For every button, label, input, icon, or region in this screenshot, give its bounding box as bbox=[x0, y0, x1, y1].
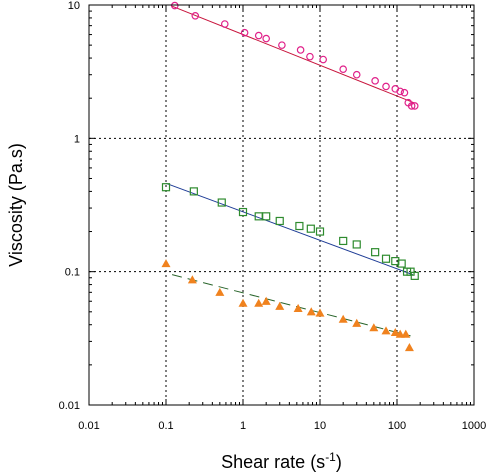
data-point-series-2 bbox=[262, 212, 271, 221]
data-point-series-1 bbox=[352, 70, 361, 79]
data-point-series-1 bbox=[319, 55, 327, 64]
data-point-series-3 bbox=[306, 307, 316, 316]
grid-lines bbox=[89, 5, 474, 405]
fit-line-series-1 bbox=[171, 5, 414, 104]
data-point-series-2 bbox=[315, 227, 325, 236]
data-point-series-3 bbox=[238, 298, 248, 307]
data-point-series-2 bbox=[352, 240, 361, 249]
data-point-series-1 bbox=[254, 31, 263, 40]
x-tick-label: 100 bbox=[388, 420, 406, 432]
data-point-series-2 bbox=[410, 271, 419, 280]
data-point-series-3 bbox=[315, 308, 325, 317]
data-point-series-3 bbox=[261, 296, 271, 305]
data-point-series-3 bbox=[401, 329, 411, 338]
fit-line-series-2 bbox=[165, 182, 413, 276]
data-point-series-1 bbox=[296, 46, 305, 54]
data-point-series-2 bbox=[406, 267, 415, 276]
data-point-series-1 bbox=[407, 102, 416, 110]
data-point-series-3 bbox=[215, 287, 225, 296]
x-tick-label: 1000 bbox=[462, 420, 486, 432]
fit-line-series-3 bbox=[171, 274, 411, 337]
data-point-series-1 bbox=[278, 41, 286, 49]
data-point-series-2 bbox=[238, 207, 248, 217]
data-point-series-1 bbox=[382, 82, 390, 91]
data-point-series-2 bbox=[189, 187, 198, 196]
plot-frame bbox=[88, 4, 475, 406]
x-axis-title: Shear rate (s-1) bbox=[221, 450, 342, 472]
data-point-series-2 bbox=[381, 254, 391, 263]
y-tick-label: 0.1 bbox=[65, 267, 80, 279]
data-point-series-3 bbox=[293, 303, 303, 313]
y-tick-label: 10 bbox=[68, 0, 80, 12]
y-axis-title: Viscosity (Pa.s) bbox=[6, 143, 26, 267]
x-tick-label: 0.01 bbox=[78, 420, 99, 432]
x-tick-label: 0.1 bbox=[158, 420, 173, 432]
data-point-series-1 bbox=[339, 65, 347, 73]
data-point-series-2 bbox=[275, 216, 284, 226]
data-point-series-1 bbox=[262, 34, 270, 43]
data-point-series-1 bbox=[371, 77, 379, 85]
data-point-series-2 bbox=[339, 236, 348, 246]
data-point-series-3 bbox=[275, 301, 285, 310]
axis-ticks bbox=[88, 4, 475, 406]
data-point-series-2 bbox=[306, 224, 315, 233]
data-point-series-1 bbox=[191, 11, 200, 20]
data-point-series-3 bbox=[161, 259, 171, 268]
data-point-series-3 bbox=[369, 323, 379, 332]
data-point-series-2 bbox=[217, 198, 226, 207]
y-tick-label: 0.01 bbox=[59, 400, 80, 412]
data-point-series-3 bbox=[381, 326, 391, 335]
data-point-series-2 bbox=[371, 248, 380, 257]
data-point-series-3 bbox=[338, 314, 348, 323]
data-point-series-2 bbox=[161, 183, 171, 192]
data-point-series-1 bbox=[396, 87, 404, 96]
data-point-series-3 bbox=[390, 327, 400, 337]
data-point-series-1 bbox=[240, 28, 249, 37]
data-point-series-1 bbox=[400, 88, 409, 97]
data-point-series-1 bbox=[410, 102, 419, 110]
data-point-series-1 bbox=[220, 20, 229, 28]
data-point-series-1 bbox=[170, 1, 179, 10]
data-point-series-2 bbox=[391, 257, 400, 266]
x-tick-label: 10 bbox=[314, 420, 326, 432]
y-tick-label: 1 bbox=[74, 133, 80, 145]
data-points bbox=[161, 1, 419, 352]
x-tick-label: 1 bbox=[240, 420, 246, 432]
data-point-series-3 bbox=[187, 275, 197, 284]
data-point-series-3 bbox=[352, 318, 362, 327]
data-point-series-3 bbox=[404, 342, 414, 352]
data-point-series-1 bbox=[306, 52, 314, 61]
data-point-series-3 bbox=[254, 298, 264, 307]
fit-lines bbox=[165, 5, 414, 337]
tick-labels: 0.01 0.1 1 10 100 1000 0.01 0.1 1 10 bbox=[59, 0, 487, 432]
data-point-series-2 bbox=[295, 221, 304, 231]
data-point-series-2 bbox=[397, 259, 406, 268]
